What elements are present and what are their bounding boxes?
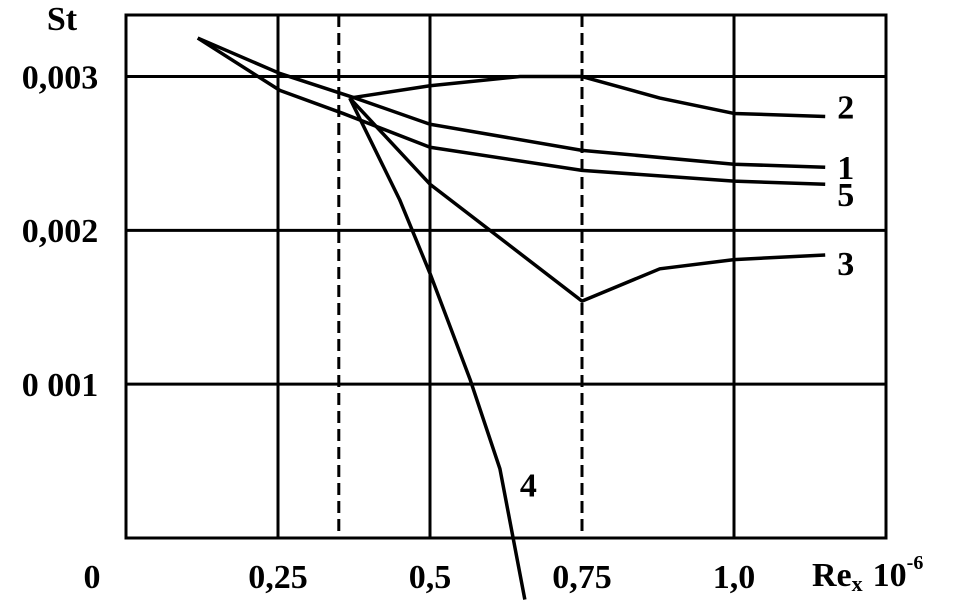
series-label: 4 xyxy=(520,468,537,505)
plot-frame xyxy=(124,13,888,540)
line-series xyxy=(349,74,826,119)
y-tick-label: 0,003 xyxy=(22,59,99,96)
line-series xyxy=(348,96,826,303)
series-label: 5 xyxy=(837,177,854,214)
x-tick-label: 1,0 xyxy=(713,559,756,596)
line-series xyxy=(196,36,826,186)
x-axis-label-main: Re xyxy=(812,557,852,594)
x-tick-label: 0,25 xyxy=(248,559,308,596)
x-axis-label-sub: x xyxy=(852,571,863,596)
x-axis-label-exp: -6 xyxy=(907,552,924,574)
x-axis-label: Rex 10-6 xyxy=(812,552,923,596)
line-series xyxy=(348,97,527,600)
y-tick-label: 0,002 xyxy=(22,213,99,250)
x-axis-label-factor: 10 xyxy=(873,557,907,594)
series-label: 2 xyxy=(837,89,854,126)
series-label: 3 xyxy=(837,246,854,283)
x-tick-label: 0 xyxy=(84,559,101,596)
line-series xyxy=(197,36,826,170)
y-tick-label: 0 001 xyxy=(22,367,99,404)
series-label: 1 xyxy=(837,150,854,187)
y-axis-label: St xyxy=(47,1,78,38)
x-tick-label: 0,75 xyxy=(552,559,612,596)
x-tick-label: 0,5 xyxy=(409,559,452,596)
